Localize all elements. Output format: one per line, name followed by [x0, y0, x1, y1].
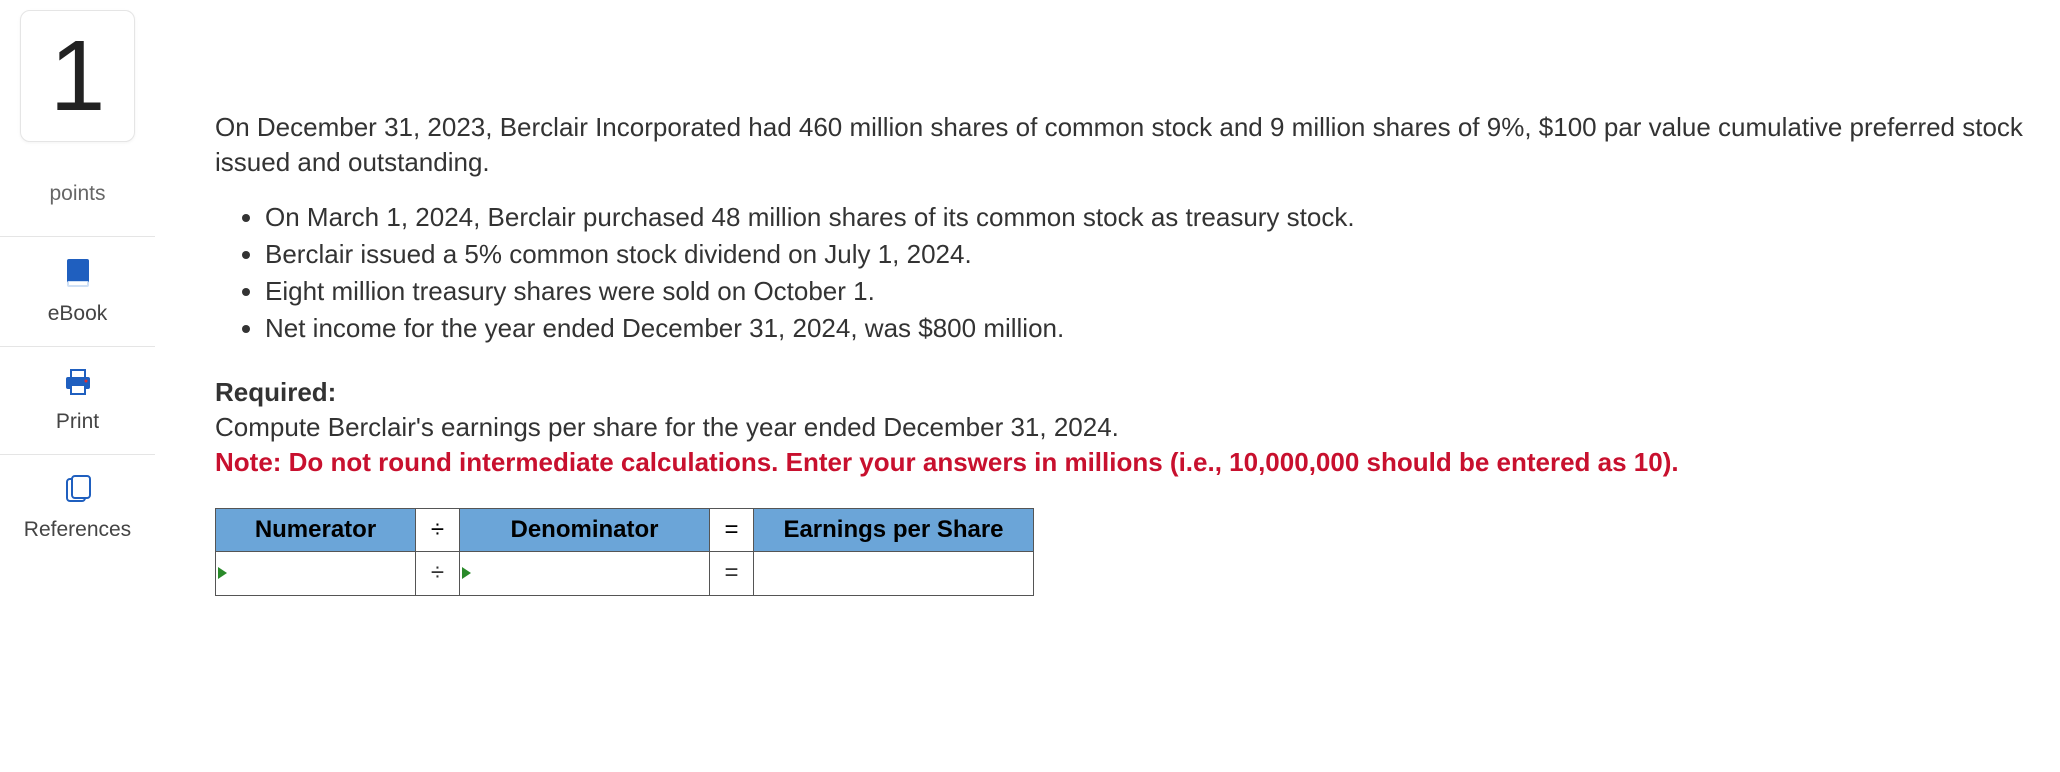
bullet-item: Berclair issued a 5% common stock divide… — [265, 237, 2030, 272]
question-number-card: 1 — [20, 10, 135, 142]
numerator-input[interactable] — [216, 552, 416, 595]
input-indicator-icon — [218, 567, 227, 579]
ebook-button[interactable]: eBook — [0, 237, 155, 347]
required-label: Required: — [215, 377, 336, 407]
references-icon — [63, 475, 93, 510]
ebook-label: eBook — [48, 302, 108, 326]
denominator-input[interactable] — [460, 552, 710, 595]
question-number: 1 — [46, 26, 109, 126]
table-header-row: Numerator ÷ Denominator = Earnings per S… — [216, 508, 1034, 551]
sidebar: 1 points eBook Print — [0, 0, 155, 616]
print-button[interactable]: Print — [0, 347, 155, 455]
required-text: Compute Berclair's earnings per share fo… — [215, 412, 1119, 442]
question-content: On December 31, 2023, Berclair Incorpora… — [155, 0, 2060, 616]
header-numerator: Numerator — [216, 508, 416, 551]
eps-output[interactable] — [754, 552, 1034, 595]
intro-paragraph: On December 31, 2023, Berclair Incorpora… — [215, 110, 2030, 180]
references-label: References — [24, 518, 131, 542]
table-row: ÷ = — [216, 552, 1034, 595]
ebook-icon — [63, 257, 93, 294]
header-denominator: Denominator — [460, 508, 710, 551]
note-text: Note: Do not round intermediate calculat… — [215, 447, 1679, 477]
points-label: points — [0, 182, 155, 237]
header-eps: Earnings per Share — [754, 508, 1034, 551]
bullet-item: Eight million treasury shares were sold … — [265, 274, 2030, 309]
header-equals: = — [710, 508, 754, 551]
bullet-list: On March 1, 2024, Berclair purchased 48 … — [265, 200, 2030, 346]
references-button[interactable]: References — [0, 455, 155, 562]
header-divide: ÷ — [416, 508, 460, 551]
equals-cell: = — [710, 552, 754, 595]
print-label: Print — [56, 410, 99, 434]
bullet-item: Net income for the year ended December 3… — [265, 311, 2030, 346]
bullet-item: On March 1, 2024, Berclair purchased 48 … — [265, 200, 2030, 235]
eps-table: Numerator ÷ Denominator = Earnings per S… — [215, 508, 1034, 596]
divide-cell: ÷ — [416, 552, 460, 595]
input-indicator-icon — [462, 567, 471, 579]
print-icon — [62, 367, 94, 402]
